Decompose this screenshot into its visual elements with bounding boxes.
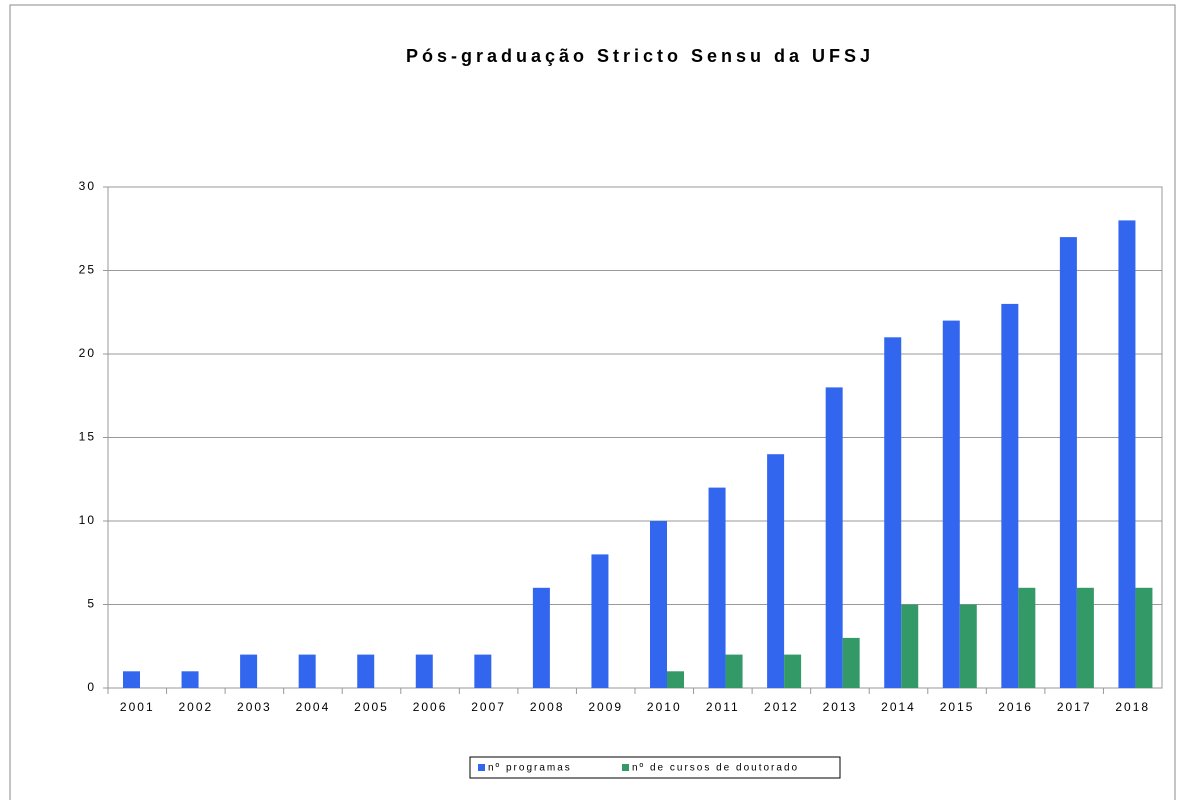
bar xyxy=(708,487,726,688)
y-tick-label: 5 xyxy=(87,597,96,611)
bar xyxy=(1018,587,1036,688)
bar xyxy=(842,637,860,688)
bar xyxy=(725,654,743,688)
bar xyxy=(1076,587,1094,688)
bar xyxy=(784,654,802,688)
bar xyxy=(1135,587,1153,688)
x-tick-label: 2012 xyxy=(764,700,799,714)
chart-title: Pós-graduação Stricto Sensu da UFSJ xyxy=(406,46,874,66)
bar xyxy=(357,654,375,688)
y-tick-label: 30 xyxy=(79,179,96,193)
y-tick-label: 20 xyxy=(79,346,96,360)
x-tick-label: 2005 xyxy=(354,700,389,714)
x-tick-label: 2007 xyxy=(471,700,506,714)
x-tick-label: 2004 xyxy=(296,700,331,714)
bar xyxy=(240,654,258,688)
x-tick-label: 2014 xyxy=(881,700,916,714)
x-tick-label: 2011 xyxy=(706,700,740,714)
x-tick-label: 2016 xyxy=(998,700,1033,714)
bar xyxy=(650,521,667,688)
x-tick-label: 2010 xyxy=(647,700,682,714)
x-tick-label: 2018 xyxy=(1115,700,1150,714)
bar xyxy=(181,671,199,688)
y-tick-label: 15 xyxy=(79,430,96,444)
bar xyxy=(959,604,977,688)
y-tick-label: 0 xyxy=(87,680,96,694)
bar xyxy=(942,320,960,688)
x-tick-label: 2002 xyxy=(178,700,213,714)
bar xyxy=(298,654,316,688)
x-tick-label: 2013 xyxy=(823,700,858,714)
legend-box xyxy=(469,756,841,779)
x-tick-label: 2017 xyxy=(1057,700,1092,714)
bar xyxy=(123,671,140,688)
x-tick-label: 2006 xyxy=(413,700,448,714)
bar xyxy=(884,337,902,688)
x-tick-label: 2008 xyxy=(530,700,565,714)
bar xyxy=(825,387,843,688)
legend-swatch xyxy=(622,764,629,771)
x-tick-label: 2003 xyxy=(237,700,272,714)
bar xyxy=(474,654,492,688)
bar xyxy=(667,671,684,688)
bar xyxy=(767,454,785,688)
bar xyxy=(901,604,919,688)
legend-swatch xyxy=(478,764,485,771)
x-tick-label: 2001 xyxy=(120,700,155,714)
bar xyxy=(1059,237,1077,688)
legend-label: nº de cursos de doutorado xyxy=(632,763,799,774)
y-tick-label: 25 xyxy=(79,263,96,277)
bar xyxy=(532,587,550,688)
x-tick-label: 2015 xyxy=(940,700,975,714)
legend-label: nº programas xyxy=(488,763,572,774)
bar xyxy=(591,554,609,688)
bar xyxy=(1001,303,1019,688)
x-tick-label: 2009 xyxy=(588,700,623,714)
y-tick-label: 10 xyxy=(79,513,96,527)
bar xyxy=(1118,220,1136,688)
bar xyxy=(415,654,433,688)
